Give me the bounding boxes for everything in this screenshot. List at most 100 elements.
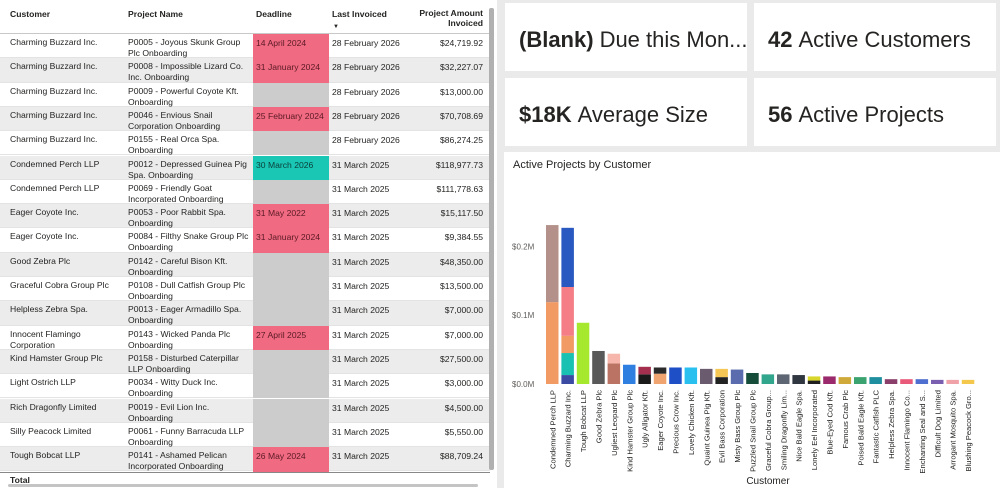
card-active-customers[interactable]: 42 Active Customers [754,3,996,71]
bar-segment[interactable] [561,375,574,384]
cell-amount: $3,000.00 [444,378,483,389]
bar-segment[interactable] [792,375,805,384]
x-tick-label: Blushing Peacock Gro... [964,390,973,471]
cell-deadline [253,252,329,277]
cell-project-name: P0061 - Funny Barracuda LLP Onboarding [128,425,244,447]
sort-descending-icon[interactable]: ▼ [333,24,339,30]
bar-segment[interactable] [546,302,559,384]
header-amount-line2: Invoiced [448,18,483,28]
bar-segment[interactable] [854,377,867,384]
cell-deadline: 26 May 2024 [253,447,329,472]
bar-segment[interactable] [869,377,882,384]
bar-segment[interactable] [576,322,590,384]
table-row[interactable]: Condemned Perch LLP P0012 - Depressed Gui… [0,155,490,180]
bar-segment[interactable] [669,367,682,384]
bar-segment[interactable] [715,377,728,384]
bar-segment[interactable] [884,379,898,384]
bar-segment[interactable] [653,373,667,384]
x-tick-label: Evil Bass Corporation [718,390,727,463]
table-row[interactable]: Light Ostrich LLP P0034 - Witty Duck Inc.… [0,374,490,399]
bar-segment[interactable] [715,368,728,378]
cell-customer: Eager Coyote Inc. [10,207,79,218]
table-row[interactable]: Eager Coyote Inc. P0084 - Filthy Snake Gr… [0,228,490,253]
bar-segment[interactable] [561,335,574,354]
table-row[interactable]: Charming Buzzard Inc. P0009 - Powerful Co… [0,82,490,107]
bar-segment[interactable] [761,374,775,384]
x-axis-label: Customer [746,476,790,487]
table-row[interactable]: Charming Buzzard Inc. P0046 - Envious Sna… [0,106,490,132]
cell-deadline: 31 January 2024 [253,228,329,253]
table-row[interactable]: Tough Bobcat LLP P0141 - Ashamed Pelican … [0,447,490,472]
cell-deadline [253,179,329,205]
bar-segment[interactable] [623,364,636,384]
table-row[interactable]: Condemned Perch LLP P0069 - Friendly Goat… [0,179,490,205]
cell-project-name: P0013 - Eager Armadillo Spa. Onboarding [128,304,242,326]
header-customer[interactable]: Customer [10,9,51,19]
bar-segment[interactable] [592,350,605,384]
cell-deadline: 31 January 2024 [253,58,329,83]
cell-amount: $5,550.00 [444,426,483,437]
header-project-name[interactable]: Project Name [128,9,183,19]
cell-deadline: 25 February 2024 [253,106,329,132]
bar-segment[interactable] [961,379,975,384]
card-due-this-month[interactable]: (Blank) Due this Mon... [505,3,747,71]
bar-segment[interactable] [807,376,821,381]
bar-segment[interactable] [946,379,959,384]
bar-segment[interactable] [607,353,621,364]
header-project-amount[interactable]: Project Amount Invoiced [407,0,490,33]
header-last-invoiced[interactable]: Last Invoiced [332,9,387,19]
chart-title: Active Projects by Customer [513,159,652,171]
table-row[interactable]: Innocent Flamingo Corporation P0143 - Wic… [0,325,490,350]
cell-customer: Charming Buzzard Inc. [10,134,98,145]
table-row[interactable]: Helpless Zebra Spa. P0013 - Eager Armadil… [0,301,490,326]
card-label: Average Size [577,102,709,127]
cell-last-invoiced: 28 February 2026 [332,110,400,121]
horizontal-scrollbar[interactable] [8,484,478,487]
table-row[interactable]: Kind Hamster Group Plc P0158 - Disturbed … [0,349,490,375]
bar-segment[interactable] [838,377,852,384]
table-row[interactable]: Graceful Cobra Group Plc P0108 - Dull Cat… [0,277,490,302]
x-tick-label: Quaint Guinea Pig Kft. [702,390,711,466]
bar-segment[interactable] [931,379,944,384]
bar-segment[interactable] [915,379,929,384]
bar-segment[interactable] [653,367,667,374]
table-row[interactable]: Charming Buzzard Inc. P0008 - Impossible … [0,58,490,83]
cell-last-invoiced: 31 March 2025 [332,183,390,194]
x-tick-label: Puzzled Snail Group Plc [748,390,757,472]
cell-last-invoiced: 31 March 2025 [332,305,390,316]
table-row[interactable]: Charming Buzzard Inc. P0005 - Joyous Skun… [0,34,490,59]
x-tick-label: Innocent Flamingo Co... [902,390,911,471]
table-row[interactable]: Good Zebra Plc P0142 - Careful Bison Kft.… [0,252,490,277]
header-deadline[interactable]: Deadline [256,9,292,19]
bar-segment[interactable] [638,374,651,384]
x-tick-label: Lonely Eel Incorporated [810,390,819,470]
bar-segment[interactable] [700,368,713,384]
cell-amount: $24,719.92 [439,38,483,48]
bar-segment[interactable] [684,367,698,384]
vertical-scrollbar[interactable] [489,8,494,470]
card-average-size[interactable]: $18K Average Size [505,78,747,146]
table-row[interactable]: Silly Peacock Limited P0061 - Funny Barra… [0,422,490,448]
table-row[interactable]: Rich Dragonfly Limited P0019 - Evil Lion … [0,398,490,423]
card-active-projects[interactable]: 56 Active Projects [754,78,996,146]
bar-segment[interactable] [561,227,574,287]
active-projects-chart: Active Projects by Customer $0.0M $0.1M $0… [504,152,1000,488]
bar-segment[interactable] [607,363,621,384]
bar-segment[interactable] [823,376,836,384]
cell-deadline: 31 May 2022 [253,204,329,229]
bar-segment[interactable] [561,353,574,376]
bar-segment[interactable] [546,225,559,303]
cell-amount: $9,384.55 [444,232,483,243]
bar-segment[interactable] [730,369,744,384]
bar-segment[interactable] [777,374,790,384]
table-row[interactable]: Charming Buzzard Inc. P0155 - Real Orca S… [0,131,490,156]
bar-segment[interactable] [638,366,651,375]
cell-last-invoiced: 28 February 2026 [332,38,400,48]
cell-project-name: P0084 - Filthy Snake Group Plc Onboardin… [128,231,249,253]
bar-segment[interactable] [900,379,913,384]
bar-segment[interactable] [561,286,574,336]
bar-segment[interactable] [807,380,821,384]
bar-segment[interactable] [746,372,759,384]
cell-amount: $13,000.00 [439,86,483,97]
table-row[interactable]: Eager Coyote Inc. P0053 - Poor Rabbit Spa… [0,204,490,229]
